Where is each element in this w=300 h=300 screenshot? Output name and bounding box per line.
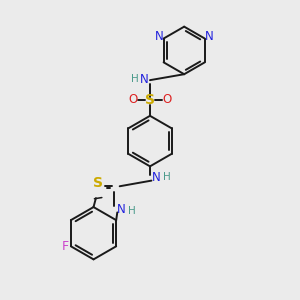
Text: N: N — [155, 30, 164, 43]
Text: F: F — [61, 240, 68, 254]
Text: N: N — [116, 203, 125, 216]
Text: O: O — [128, 93, 137, 106]
Text: H: H — [164, 172, 171, 182]
Text: O: O — [163, 93, 172, 106]
Text: S: S — [93, 176, 103, 190]
Text: N: N — [205, 30, 213, 43]
Text: N: N — [140, 73, 149, 86]
Text: H: H — [131, 74, 139, 84]
Text: H: H — [128, 206, 136, 216]
Text: S: S — [145, 93, 155, 107]
Text: N: N — [152, 171, 160, 184]
